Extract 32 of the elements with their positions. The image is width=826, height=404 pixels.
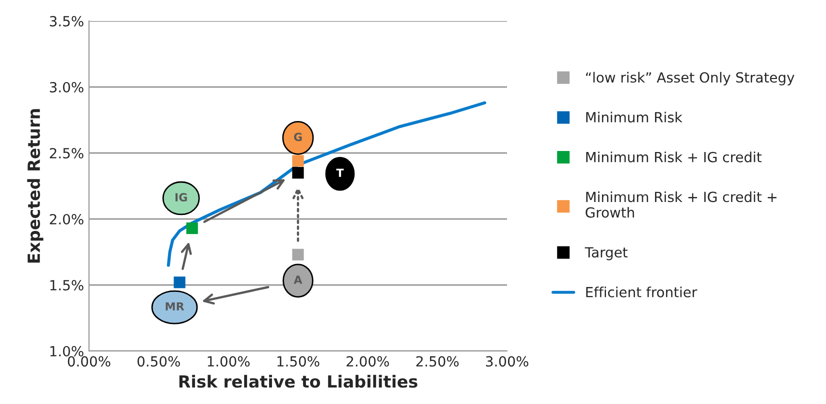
y-axis-title: Expected Return bbox=[27, 109, 44, 263]
x-tick-label: 1.00% bbox=[208, 356, 250, 367]
y-tick-label: 1.0% bbox=[50, 346, 84, 356]
point bbox=[292, 166, 304, 179]
legend-label: “low risk” Asset Only Strategy bbox=[586, 72, 794, 86]
x-tick-label: 1.50% bbox=[277, 356, 320, 367]
legend-label: Minimum Risk bbox=[586, 112, 682, 123]
legend-label: Minimum Risk + IG credit + Growth bbox=[586, 191, 776, 218]
annotation: IG bbox=[176, 193, 187, 202]
legend-label: Target bbox=[584, 247, 628, 260]
x-tick-label: 3.00% bbox=[486, 356, 528, 367]
legend-label: Minimum Risk + IG credit bbox=[586, 152, 762, 162]
y-tick-label: 3.0% bbox=[50, 82, 84, 92]
y-tick-label: 2.0% bbox=[50, 214, 84, 224]
annotation: G bbox=[294, 132, 302, 142]
x-tick-label: 2.50% bbox=[416, 356, 459, 367]
line-series bbox=[166, 101, 486, 267]
point bbox=[292, 155, 304, 167]
y-tick-label: 2.5% bbox=[50, 148, 84, 158]
x-tick-label: 0.50% bbox=[138, 356, 180, 367]
point bbox=[186, 222, 198, 234]
x-tick-label: 0.00% bbox=[68, 356, 110, 367]
annotation: T bbox=[336, 168, 344, 177]
y-tick-label: 1.5% bbox=[50, 280, 84, 290]
legend-label: Efficient frontier bbox=[586, 286, 698, 298]
x-tick-label: 2.00% bbox=[346, 356, 389, 367]
point bbox=[174, 276, 186, 288]
point bbox=[292, 248, 304, 260]
x-axis-title: Risk relative to Liabilities bbox=[179, 374, 418, 388]
y-tick-label: 3.5% bbox=[50, 16, 84, 26]
annotation: A bbox=[294, 276, 302, 284]
annotation: MR bbox=[166, 302, 184, 310]
